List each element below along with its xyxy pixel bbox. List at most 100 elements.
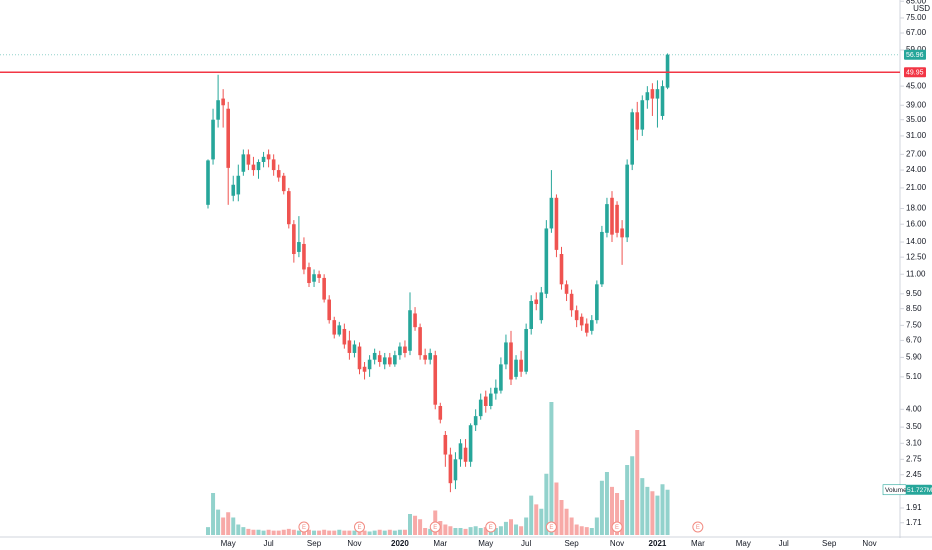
earnings-marker bbox=[298, 521, 310, 533]
candle-body bbox=[236, 175, 241, 195]
candle-body bbox=[337, 325, 342, 335]
volume-bar bbox=[206, 527, 210, 535]
candle-body bbox=[317, 274, 321, 278]
volume-bar bbox=[387, 529, 392, 535]
candle-body bbox=[529, 301, 533, 329]
candle-body bbox=[413, 313, 417, 328]
x-tick-label: 2020 bbox=[391, 539, 409, 548]
x-tick-label: Mar bbox=[691, 539, 705, 548]
volume-bar bbox=[453, 528, 458, 535]
y-tick-label: 75.00 bbox=[906, 13, 927, 22]
candle-body bbox=[584, 323, 589, 333]
candle-body bbox=[549, 197, 554, 229]
volume-bar bbox=[291, 529, 296, 535]
last-price-label: 56.96 bbox=[906, 52, 924, 59]
candle-body bbox=[292, 224, 296, 255]
volume-bar bbox=[286, 528, 291, 535]
candle-body bbox=[231, 184, 236, 196]
volume-bar bbox=[599, 480, 604, 535]
volume-bar bbox=[604, 472, 609, 535]
x-tick-label: Jul bbox=[779, 539, 789, 548]
y-tick-label: 7.50 bbox=[906, 320, 922, 329]
volume-bar bbox=[539, 508, 544, 535]
volume-bar bbox=[645, 486, 650, 535]
candle-body bbox=[307, 267, 311, 284]
candle-body bbox=[630, 112, 634, 165]
candle-body bbox=[509, 342, 513, 380]
candle-body bbox=[605, 204, 609, 233]
candle-body bbox=[544, 228, 549, 294]
volume-bar bbox=[564, 508, 569, 535]
volume-name: Volume bbox=[885, 487, 907, 494]
y-tick-label: 2.45 bbox=[906, 470, 922, 479]
volume-bar bbox=[296, 530, 301, 535]
volume-bar bbox=[524, 517, 529, 535]
volume-bar bbox=[347, 530, 352, 535]
volume-bar bbox=[569, 517, 574, 535]
candle-body bbox=[539, 292, 544, 321]
x-tick-label: Sep bbox=[564, 539, 579, 548]
volume-bar bbox=[660, 484, 665, 535]
volume-bar bbox=[463, 528, 468, 535]
volume-bar bbox=[498, 526, 503, 535]
y-tick-label: 4.00 bbox=[906, 404, 922, 413]
volume-bar bbox=[549, 402, 554, 535]
x-tick-label: Sep bbox=[307, 539, 322, 548]
y-tick-label: 16.00 bbox=[906, 219, 927, 228]
y-tick-label: 6.70 bbox=[906, 336, 922, 345]
earnings-label: E bbox=[357, 525, 361, 531]
volume-bar bbox=[418, 519, 423, 535]
candle-body bbox=[660, 86, 665, 116]
candle-body bbox=[221, 98, 225, 106]
volume-bar bbox=[509, 519, 513, 535]
candle-body bbox=[211, 119, 215, 160]
earnings-marker bbox=[485, 521, 497, 533]
volume-bar bbox=[382, 530, 387, 535]
candle-body bbox=[489, 393, 493, 406]
candle-body bbox=[579, 316, 584, 326]
earnings-label: E bbox=[489, 525, 493, 531]
candle-body bbox=[297, 242, 301, 252]
y-tick-label: 12.50 bbox=[906, 252, 927, 261]
volume-bar bbox=[402, 529, 407, 535]
candle-body bbox=[287, 191, 291, 225]
candle-body bbox=[256, 161, 261, 171]
volume-bar bbox=[372, 530, 377, 535]
volume-bar bbox=[337, 529, 342, 535]
volume-bar bbox=[271, 530, 276, 535]
volume-bar bbox=[493, 528, 498, 535]
y-tick-label: 24.00 bbox=[906, 165, 927, 174]
candle-body bbox=[635, 112, 640, 130]
candle-body bbox=[448, 454, 453, 484]
candle-body bbox=[468, 425, 473, 462]
volume-bar bbox=[589, 528, 594, 535]
volume-bar bbox=[559, 500, 564, 535]
volume-bar bbox=[620, 500, 625, 535]
y-tick-label: 5.10 bbox=[906, 372, 922, 381]
volume-bar bbox=[655, 495, 660, 535]
candle-body bbox=[362, 366, 367, 372]
candle-body bbox=[342, 328, 347, 345]
volume-bar bbox=[519, 526, 524, 535]
candle-body bbox=[625, 164, 629, 238]
candle-body bbox=[483, 396, 488, 406]
volume-bar bbox=[231, 517, 236, 535]
candle-body bbox=[352, 344, 357, 353]
candle-body bbox=[377, 355, 382, 363]
x-tick-label: May bbox=[736, 539, 751, 548]
y-tick-label: 31.00 bbox=[906, 131, 927, 140]
candle-body bbox=[458, 443, 463, 460]
y-tick-label: 1.71 bbox=[906, 518, 922, 527]
candle-body bbox=[246, 154, 251, 165]
candle-body bbox=[251, 164, 256, 171]
volume-bar bbox=[640, 478, 645, 535]
volume-bar bbox=[362, 530, 367, 535]
volume-bar bbox=[544, 473, 549, 535]
candle-body bbox=[312, 274, 316, 282]
candle-body bbox=[595, 284, 599, 321]
earnings-label: E bbox=[302, 525, 306, 531]
volume-bar bbox=[584, 527, 589, 535]
candle-body bbox=[322, 277, 326, 300]
volume-bar bbox=[615, 493, 620, 535]
